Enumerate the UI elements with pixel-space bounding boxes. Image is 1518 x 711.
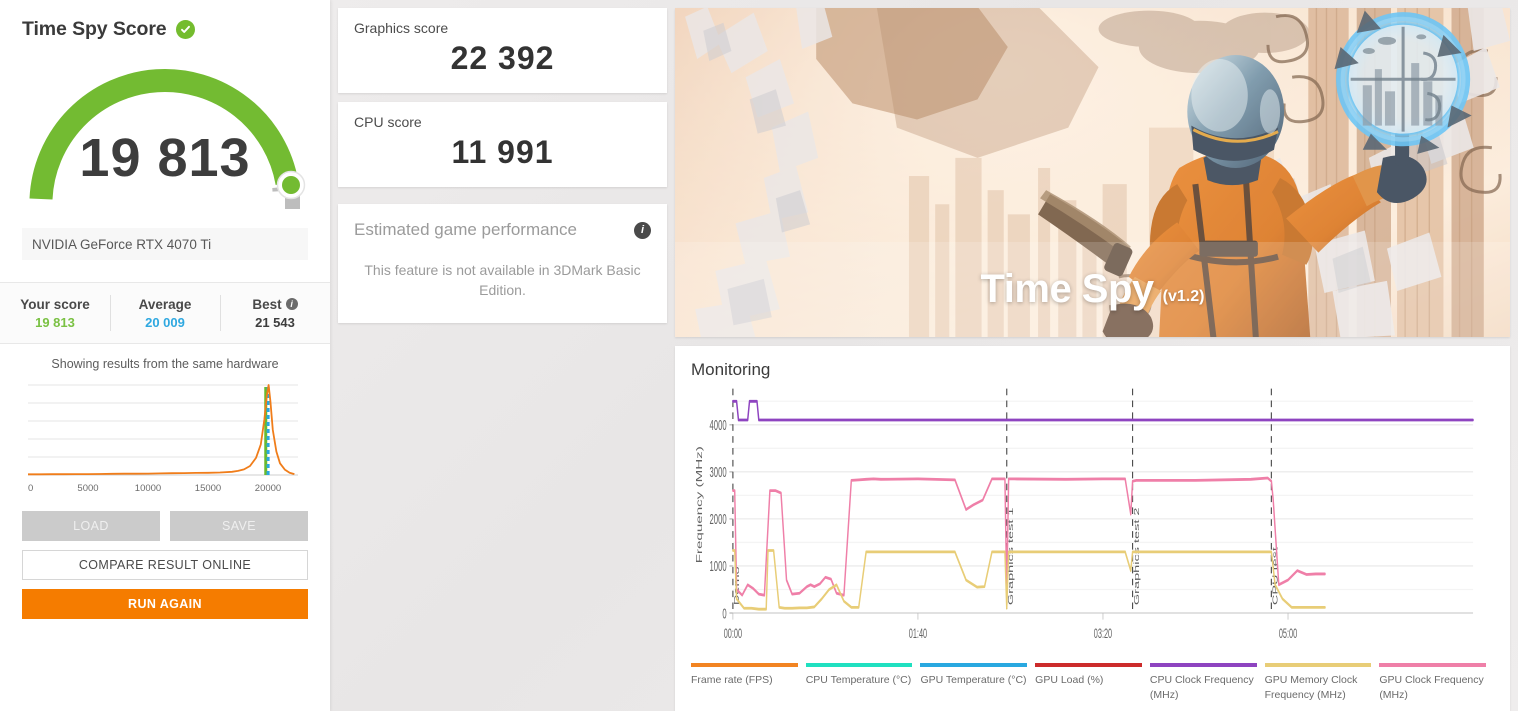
legend-label: GPU Memory Clock Frequency (MHz) [1264,673,1358,701]
info-icon[interactable]: i [285,298,298,310]
svg-text:05:00: 05:00 [1279,627,1297,642]
monitoring-title: Monitoring [691,360,771,379]
legend-color-swatch [691,662,798,667]
monitoring-chart: 0 1000 2000 3000 4000 Frequency (MHz) 00:00 01:… [691,386,1494,657]
load-button[interactable]: LOAD [22,511,160,541]
banner-version: (v1.2) [1162,287,1205,305]
svg-text:0: 0 [28,483,33,494]
svg-text:4000: 4000 [710,418,727,434]
cpu-score-label: CPU score [354,114,422,130]
legend-label: CPU Temperature (°C) [805,673,912,686]
legend-color-swatch [1149,662,1257,667]
svg-text:00:00: 00:00 [724,627,742,642]
your-score-value: 19 813 [35,314,75,330]
estimated-game-performance-card: Estimated game performance i This featur… [338,204,667,323]
gpu-name-label: NVIDIA GeForce RTX 4070 Ti [32,236,212,252]
svg-text:CPU test: CPU test [1271,546,1280,605]
save-button[interactable]: SAVE [170,511,308,541]
best-score-value: 21 543 [255,314,295,330]
time-spy-banner: Time Spy (v1.2) [675,8,1510,337]
legend-item[interactable]: GPU Memory Clock Frequency (MHz) [1264,662,1380,703]
gpu-name-field: NVIDIA GeForce RTX 4070 Ti [22,228,308,260]
right-column: Time Spy (v1.2) Monitoring 0 1000 2000 3000… [675,0,1518,711]
svg-text:10000: 10000 [135,483,161,494]
svg-text:Frequency (MHz): Frequency (MHz) [695,446,704,563]
legend-item[interactable]: GPU Clock Frequency (MHz) [1379,662,1494,703]
histogram-caption: Showing results from the same hardware [51,357,279,371]
run-again-button[interactable]: RUN AGAIN [22,589,308,619]
graphics-score-value: 22 392 [450,40,555,76]
legend-color-swatch [805,662,913,667]
svg-text:Graphics test 2: Graphics test 2 [1132,507,1141,605]
estimated-game-performance-message: This feature is not available in 3DMark … [364,262,641,299]
average-score-value: 20 009 [145,314,185,330]
banner-title: Time Spy [980,267,1155,311]
legend-label: GPU Temperature (°C) [920,673,1027,686]
your-score-label: Your score [20,296,90,312]
verified-check-icon [175,20,195,39]
svg-text:1000: 1000 [710,559,727,575]
banner-title-strip: Time Spy (v1.2) [675,242,1510,337]
scores-column: Graphics score 22 392 CPU score 11 991 E… [330,0,675,711]
best-score-label: Best i [252,296,298,312]
legend-label: Frame rate (FPS) [691,673,773,686]
svg-text:5000: 5000 [77,483,98,494]
graphics-score-card: Graphics score 22 392 [338,8,667,93]
legend-item[interactable]: CPU Temperature (°C) [805,662,921,703]
svg-text:0: 0 [722,606,726,622]
info-icon[interactable]: i [634,221,651,239]
svg-text:3000: 3000 [710,465,727,481]
your-score-cell: Your score 19 813 [0,283,110,343]
banner-artwork [675,8,1510,337]
score-gauge: 19 813 [15,61,315,216]
best-score-label-text: Best [252,296,282,312]
cpu-score-card: CPU score 11 991 [338,102,667,187]
svg-text:03:20: 03:20 [1094,627,1112,642]
compare-result-online-button[interactable]: COMPARE RESULT ONLINE [22,550,308,580]
monitoring-legend: Frame rate (FPS) CPU Temperature (°C) GPU … [691,657,1494,711]
legend-color-swatch [1264,662,1372,667]
svg-text:Graphics test 1: Graphics test 1 [1006,507,1015,605]
graphics-score-label: Graphics score [354,20,449,36]
score-distribution-histogram: 0 5000 10000 15000 20000 [22,379,308,499]
cpu-score-value: 11 991 [451,134,554,170]
legend-label: CPU Clock Frequency (MHz) [1149,673,1254,701]
average-score-label: Average [138,296,192,312]
legend-color-swatch [1379,662,1487,667]
svg-text:20000: 20000 [255,483,281,494]
legend-item[interactable]: GPU Temperature (°C) [920,662,1035,703]
estimated-game-performance-title: Estimated game performance [354,220,577,239]
legend-label: GPU Load (%) [1035,673,1104,686]
monitoring-card: Monitoring 0 1000 2000 3000 4000 Frequency (M… [675,346,1510,711]
legend-color-swatch [920,662,1028,667]
estimated-game-performance-header: Estimated game performance i [354,220,651,240]
best-score-cell: Best i 21 543 [220,283,330,343]
legend-color-swatch [1035,662,1142,667]
legend-item[interactable]: GPU Load (%) [1035,662,1150,703]
svg-text:01:40: 01:40 [909,627,927,642]
load-save-row: LOAD SAVE [0,499,330,541]
legend-label: GPU Clock Frequency (MHz) [1379,673,1484,701]
score-panel: Time Spy Score 19 813 NVIDIA GeForce RTX… [0,0,330,711]
time-spy-score-value: 19 813 [79,128,251,188]
legend-item[interactable]: Frame rate (FPS) [691,662,806,703]
svg-text:2000: 2000 [710,512,727,528]
score-comparison-strip: Your score 19 813 Average 20 009 Best i … [0,282,330,344]
legend-item[interactable]: CPU Clock Frequency (MHz) [1149,662,1265,703]
page-title: Time Spy Score [22,18,167,40]
svg-text:15000: 15000 [195,483,221,494]
score-panel-header: Time Spy Score [0,0,330,41]
average-score-cell: Average 20 009 [110,283,220,343]
